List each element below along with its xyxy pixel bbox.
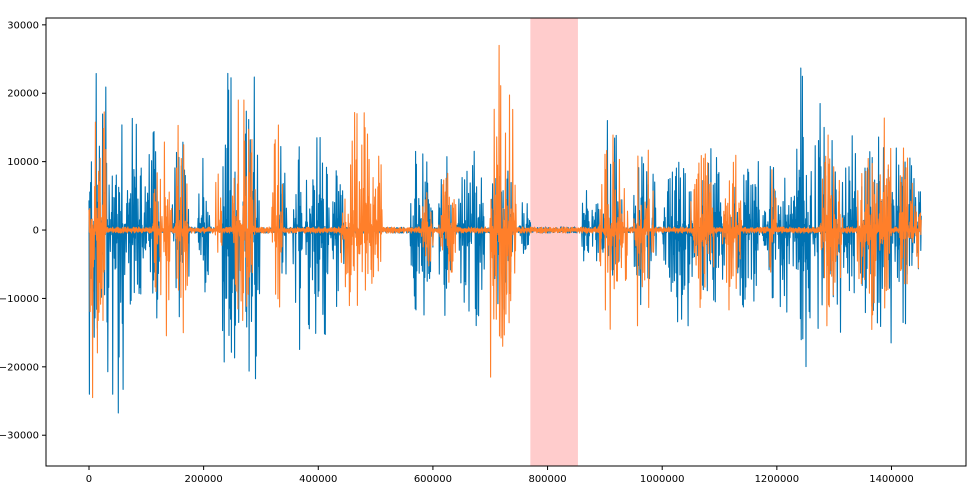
x-tick-label: 600000 bbox=[414, 474, 452, 485]
x-axis: 0 200000 400000 600000 800000 1000000 1200000 1… bbox=[86, 466, 914, 485]
y-tick-label: 30000 bbox=[7, 20, 39, 31]
y-tick-label: 10000 bbox=[7, 157, 39, 168]
x-tick-label: 1000000 bbox=[640, 474, 685, 485]
y-tick-label: 20000 bbox=[7, 89, 39, 100]
highlight-layer bbox=[530, 18, 578, 466]
y-axis: 30000 20000 10000 0 −10000 −20000 −30000 bbox=[0, 20, 46, 442]
x-tick-label: 800000 bbox=[528, 474, 566, 485]
x-tick-label: 400000 bbox=[299, 474, 337, 485]
x-tick-label: 1200000 bbox=[755, 474, 800, 485]
y-tick-label: −10000 bbox=[0, 294, 39, 305]
x-tick-label: 0 bbox=[86, 474, 92, 485]
series-layer bbox=[88, 44, 922, 414]
plot-frame bbox=[45, 17, 967, 467]
series-2 bbox=[88, 44, 922, 399]
highlight-span bbox=[530, 18, 578, 466]
series-1-line bbox=[88, 67, 922, 414]
y-tick-label: −20000 bbox=[0, 362, 39, 373]
x-tick-label: 200000 bbox=[185, 474, 223, 485]
x-tick-label: 1400000 bbox=[869, 474, 914, 485]
y-tick-label: 0 bbox=[33, 226, 39, 237]
y-tick-label: −30000 bbox=[0, 431, 39, 442]
